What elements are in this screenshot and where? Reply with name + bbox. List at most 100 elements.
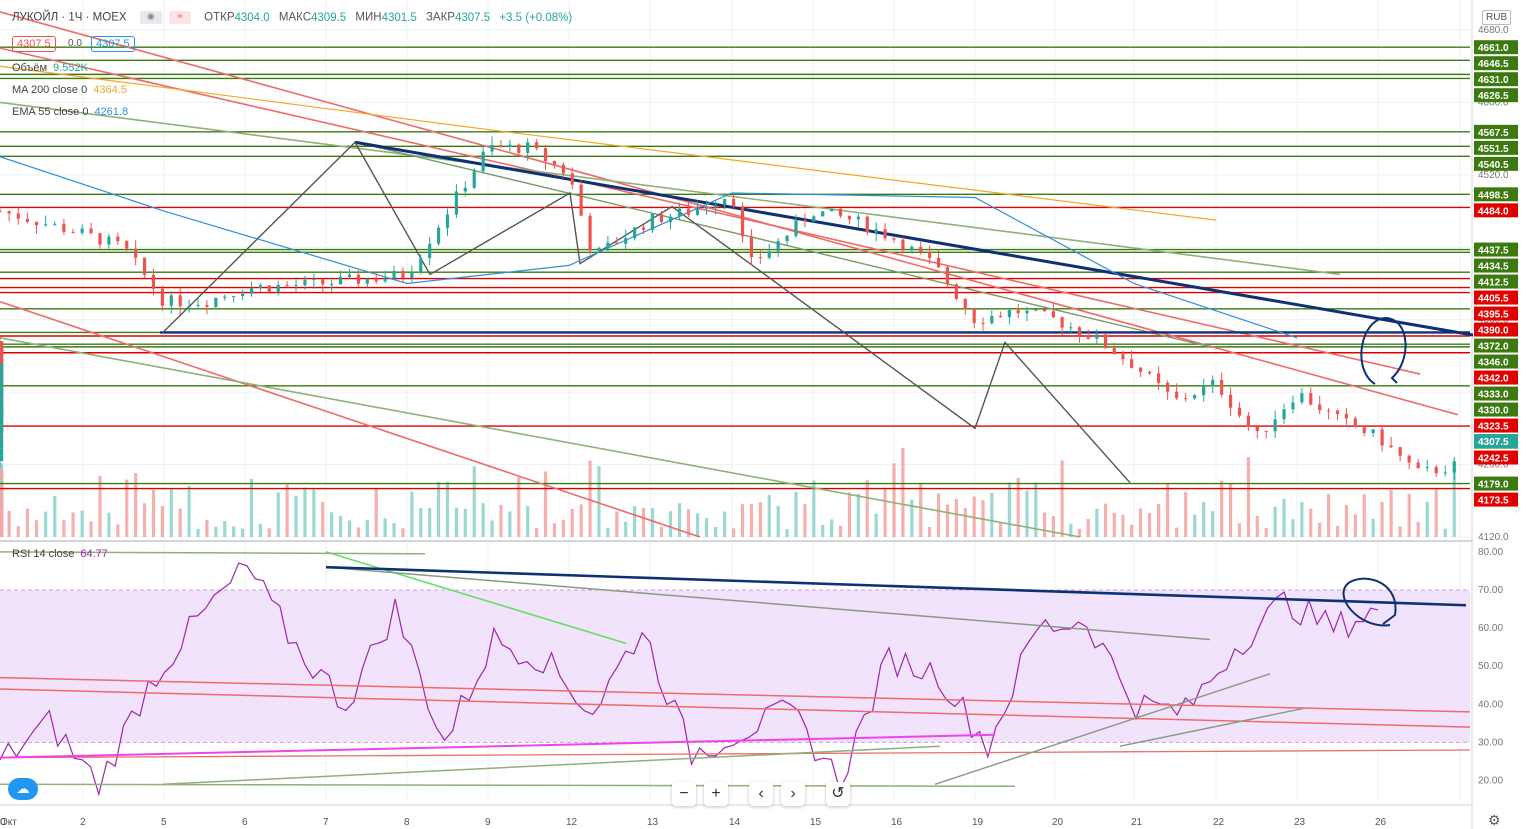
level-price-tag <box>1474 72 1518 87</box>
zoom-in-button[interactable]: + <box>704 782 728 806</box>
candle-body <box>285 284 289 286</box>
candle-body <box>98 233 102 245</box>
candle-body <box>552 160 557 165</box>
candle-body <box>615 242 619 244</box>
candle-body <box>303 279 307 286</box>
volume-bar <box>1202 502 1206 537</box>
volume-bar <box>686 509 691 537</box>
candle-body <box>1318 404 1322 411</box>
candle-body <box>276 284 280 292</box>
candle-body <box>999 315 1003 318</box>
volume-bar <box>134 473 138 537</box>
candle-body <box>1398 447 1402 456</box>
candle-body <box>0 412 4 421</box>
rsi-line <box>0 562 1379 797</box>
candle-body <box>1202 385 1206 396</box>
candle-body <box>1138 367 1143 372</box>
candle-body <box>1086 335 1090 339</box>
volume-bar <box>7 510 11 537</box>
volume-bar <box>803 503 807 537</box>
candle-body <box>1157 373 1161 383</box>
candle-body <box>25 218 29 222</box>
level-price-tag <box>1474 354 1518 369</box>
time-tick-label: 15 <box>810 817 822 828</box>
logo-icon[interactable]: ☁ <box>8 778 38 800</box>
red-channel-line <box>0 300 701 538</box>
ema-label: EMA 55 close 0 <box>12 106 89 118</box>
candle-body <box>1121 354 1125 360</box>
volume-bar <box>695 513 700 537</box>
level-price-tag <box>1474 124 1518 139</box>
candle-body <box>606 242 610 248</box>
volume-bar <box>89 521 93 537</box>
candle-body <box>53 223 57 225</box>
candle-body <box>972 308 976 323</box>
rsi-green-trendline <box>0 783 1016 787</box>
candle-body <box>240 293 245 297</box>
candle-body <box>1193 395 1197 399</box>
reset-button[interactable]: ↺ <box>826 782 850 806</box>
candle-body <box>847 215 852 220</box>
level-price-tag-label: 4540.5 <box>1478 160 1509 171</box>
level-price-tag <box>1474 156 1518 171</box>
volume-bar <box>499 504 503 537</box>
candle-body <box>321 278 325 285</box>
rsi-tick-label: 70.00 <box>1478 585 1503 596</box>
volume-bar <box>71 512 75 537</box>
volume-bar <box>990 492 994 537</box>
ask-price[interactable]: 4307.5 <box>91 36 135 52</box>
candle-body <box>107 236 111 245</box>
candle-body <box>62 223 66 232</box>
horizontal-levels[interactable] <box>0 46 1470 490</box>
volume-bar <box>330 512 334 537</box>
scroll-left-button[interactable]: ‹ <box>749 782 773 806</box>
level-price-tag <box>1474 402 1518 417</box>
volume-bar <box>910 499 914 537</box>
candle-body <box>0 434 4 449</box>
candle-body <box>1326 410 1331 412</box>
time-tick-label: 16 <box>891 817 903 828</box>
volume-bar <box>659 526 664 537</box>
volume-bar <box>1095 508 1099 537</box>
user-drawings[interactable] <box>1342 316 1407 627</box>
volume-bar <box>1069 523 1073 537</box>
volume-bar <box>294 495 298 537</box>
price-axis[interactable]: 4680.04600.04520.04440.04360.04280.04200… <box>1473 0 1526 829</box>
volume-bar <box>749 503 754 537</box>
eye-icon[interactable]: ◉ <box>139 11 162 24</box>
candle-body <box>214 297 218 307</box>
candle-body <box>7 211 11 214</box>
time-tick-label: 6 <box>242 817 248 828</box>
candle-body <box>223 296 227 298</box>
volume-bar <box>919 483 923 537</box>
zoom-out-button[interactable]: − <box>672 782 696 806</box>
candle-body <box>561 164 565 174</box>
rsi-value: 64.77 <box>80 548 108 560</box>
volume-bar <box>1309 508 1313 537</box>
candle-body <box>1166 382 1170 392</box>
trend-lines[interactable] <box>0 11 1526 538</box>
time-tick-label: 14 <box>729 817 741 828</box>
candle-body <box>990 315 994 324</box>
candle-body <box>1309 393 1313 405</box>
candle-body <box>981 322 985 324</box>
time-axis[interactable]: Окт 2 5 6 7 8 9 12 13 14 15 16 19 20 21 22 23 26 0 <box>0 817 1387 828</box>
volume-bar <box>401 528 405 537</box>
candle-body <box>178 295 182 307</box>
wave-icon[interactable]: ≈ <box>168 11 191 24</box>
bid-price[interactable]: 4307.5 <box>12 36 56 52</box>
volume-bar <box>454 507 459 537</box>
candle-body <box>330 284 334 286</box>
level-price-tag <box>1474 322 1518 337</box>
candle-body <box>758 257 762 259</box>
volume-label: Объём <box>12 62 48 74</box>
currency-badge[interactable]: RUB <box>1482 10 1512 25</box>
rsi-green-trendline <box>0 551 426 555</box>
candle-body <box>1407 455 1411 463</box>
time-tick-label: 9 <box>485 817 491 828</box>
candle-body <box>383 278 387 282</box>
scroll-right-button[interactable]: › <box>781 782 805 806</box>
settings-gear-icon[interactable]: ⚙ <box>1488 812 1501 828</box>
volume-bar <box>552 523 557 537</box>
